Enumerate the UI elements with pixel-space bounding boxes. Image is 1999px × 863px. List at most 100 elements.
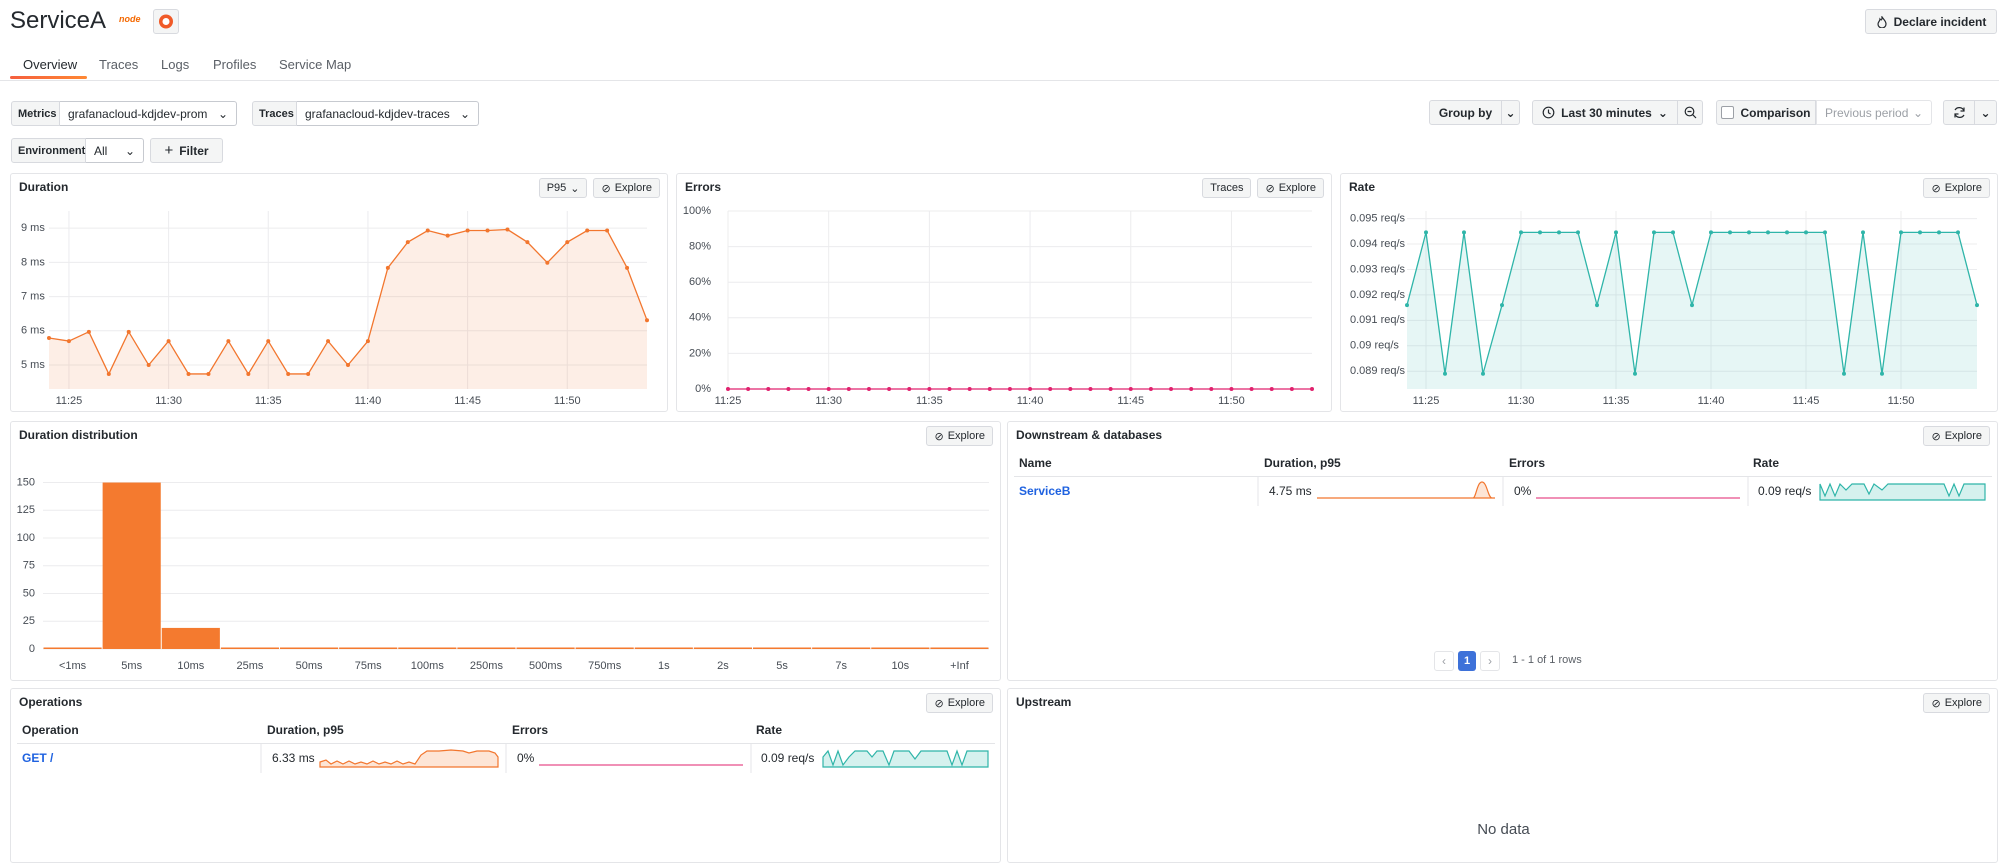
panel-actions: ⊘ Explore xyxy=(926,693,993,713)
y-tick-label: 0.09 req/s xyxy=(1350,340,1399,352)
data-point xyxy=(326,339,331,344)
data-point xyxy=(1481,371,1485,376)
data-point xyxy=(1028,387,1033,391)
plus-icon: + xyxy=(164,142,174,159)
x-tick-label: 11:50 xyxy=(1218,395,1245,407)
data-point xyxy=(1728,230,1732,235)
panel-actions: ⊘ Explore xyxy=(926,426,993,446)
x-tick-label: 11:40 xyxy=(355,395,382,407)
data-point xyxy=(1690,303,1694,308)
data-point xyxy=(1804,230,1808,235)
x-tick-label: 11:40 xyxy=(1017,395,1044,407)
data-point xyxy=(425,228,430,233)
explore-button[interactable]: ⊘ Explore xyxy=(926,693,993,713)
bar xyxy=(398,647,457,649)
service-link[interactable]: ServiceB xyxy=(1019,484,1071,498)
data-point xyxy=(1937,230,1941,235)
data-point xyxy=(306,371,311,376)
percentile-select[interactable]: P95 ⌄ xyxy=(538,178,588,198)
zoom-out-icon xyxy=(1684,106,1696,119)
clock-icon xyxy=(1542,106,1555,119)
data-point xyxy=(1652,230,1656,235)
distribution-panel: 0 25 50 75 100 125 150 <1ms 5ms 10ms 25ms 50ms 75ms 1… xyxy=(10,421,1001,681)
column-header[interactable]: Duration, p95 xyxy=(1264,456,1341,470)
downstream-panel: Downstream & databases ⊘ Explore Name Dur… xyxy=(1007,421,1998,681)
explore-button[interactable]: ⊘ Explore xyxy=(1923,693,1990,713)
data-point xyxy=(365,339,370,344)
data-point xyxy=(1975,303,1979,308)
data-point xyxy=(1709,230,1713,235)
data-point xyxy=(907,387,912,391)
operation-link[interactable]: GET / xyxy=(22,751,54,765)
data-point xyxy=(605,228,610,233)
zoom-out-button[interactable] xyxy=(1677,100,1703,125)
next-page[interactable]: › xyxy=(1480,651,1500,671)
panel-title: Duration xyxy=(19,180,69,194)
tab[interactable]: Traces xyxy=(99,57,139,72)
panel-title: Errors xyxy=(685,180,722,194)
x-tick-label: 5s xyxy=(776,660,788,672)
data-point xyxy=(1405,303,1409,308)
tab[interactable]: Logs xyxy=(161,57,190,72)
explore-button[interactable]: ⊘ Explore xyxy=(593,178,660,198)
bar xyxy=(634,647,693,649)
data-point xyxy=(1108,387,1113,391)
rate-panel: 0.089 req/s 0.09 req/s 0.091 req/s 0.092 re… xyxy=(1340,173,1998,412)
data-point xyxy=(1918,230,1922,235)
data-point xyxy=(1519,230,1523,235)
data-point xyxy=(266,339,271,344)
explore-button[interactable]: ⊘ Explore xyxy=(1923,426,1990,446)
data-point xyxy=(1048,387,1053,391)
metrics-value: grafanacloud-kdjdev-prom xyxy=(68,106,208,121)
y-tick-label: 0.095 req/s xyxy=(1350,213,1406,225)
environment-select[interactable]: All ⌄ xyxy=(86,138,144,163)
declare-incident-button[interactable]: Declare incident xyxy=(1865,9,1997,34)
column-header[interactable]: Duration, p95 xyxy=(267,723,344,737)
refresh-button[interactable] xyxy=(1943,100,1975,125)
filter-button[interactable]: + Filter xyxy=(150,138,223,163)
time-range-picker[interactable]: Last 30 minutes ⌄ xyxy=(1532,100,1678,125)
errors-panel: 0% 20% 40% 60% 80% 100% 11:25 11:30 11:35 11:40 11… xyxy=(676,173,1332,412)
explore-button[interactable]: ⊘ Explore xyxy=(1923,178,1990,198)
panel-actions: ⊘ Explore xyxy=(1923,178,1990,198)
tab[interactable]: Service Map xyxy=(279,57,352,72)
group-by-chevron[interactable]: ⌄ xyxy=(1501,100,1520,125)
tab[interactable]: Profiles xyxy=(213,57,257,72)
y-tick-label: 80% xyxy=(689,241,711,253)
column-header[interactable]: Errors xyxy=(1509,456,1546,470)
traces-button[interactable]: Traces xyxy=(1202,178,1252,198)
data-point xyxy=(206,371,211,376)
tab[interactable]: Overview xyxy=(23,57,78,72)
prev-page[interactable]: ‹ xyxy=(1434,651,1454,671)
data-point xyxy=(645,318,649,323)
traces-select[interactable]: grafanacloud-kdjdev-traces ⌄ xyxy=(297,101,479,126)
x-tick-label: 10ms xyxy=(177,660,204,672)
data-point xyxy=(186,371,191,376)
service-icon-button[interactable] xyxy=(153,9,179,34)
explore-button[interactable]: ⊘ Explore xyxy=(926,426,993,446)
explore-label: Explore xyxy=(1278,182,1316,194)
data-point xyxy=(525,240,530,245)
column-header[interactable]: Name xyxy=(1019,456,1052,470)
group-by-button[interactable]: Group by xyxy=(1429,100,1502,125)
column-header[interactable]: Rate xyxy=(1753,456,1780,470)
explore-button[interactable]: ⊘ Explore xyxy=(1257,178,1324,198)
page-number[interactable]: 1 xyxy=(1458,651,1476,671)
metrics-select[interactable]: grafanacloud-kdjdev-prom ⌄ xyxy=(60,101,237,126)
column-header[interactable]: Errors xyxy=(512,723,549,737)
checkbox[interactable] xyxy=(1721,106,1735,119)
row-sparklines xyxy=(1257,476,1986,506)
rate-chart: 0.089 req/s 0.09 req/s 0.091 req/s 0.092 re… xyxy=(1350,211,1979,407)
panel-title: Upstream xyxy=(1016,695,1072,709)
column-header[interactable]: Rate xyxy=(756,723,783,737)
errors-cell: 0% xyxy=(517,751,535,765)
data-point xyxy=(346,363,350,368)
comparison-period-select[interactable]: Previous period ⌄ xyxy=(1816,100,1932,125)
data-point xyxy=(1671,230,1675,235)
bar xyxy=(339,647,398,649)
data-point xyxy=(1169,387,1174,391)
comparison-toggle[interactable]: Comparison xyxy=(1716,100,1816,125)
refresh-interval-chevron[interactable]: ⌄ xyxy=(1974,100,1997,125)
column-header[interactable]: Operation xyxy=(22,723,79,737)
